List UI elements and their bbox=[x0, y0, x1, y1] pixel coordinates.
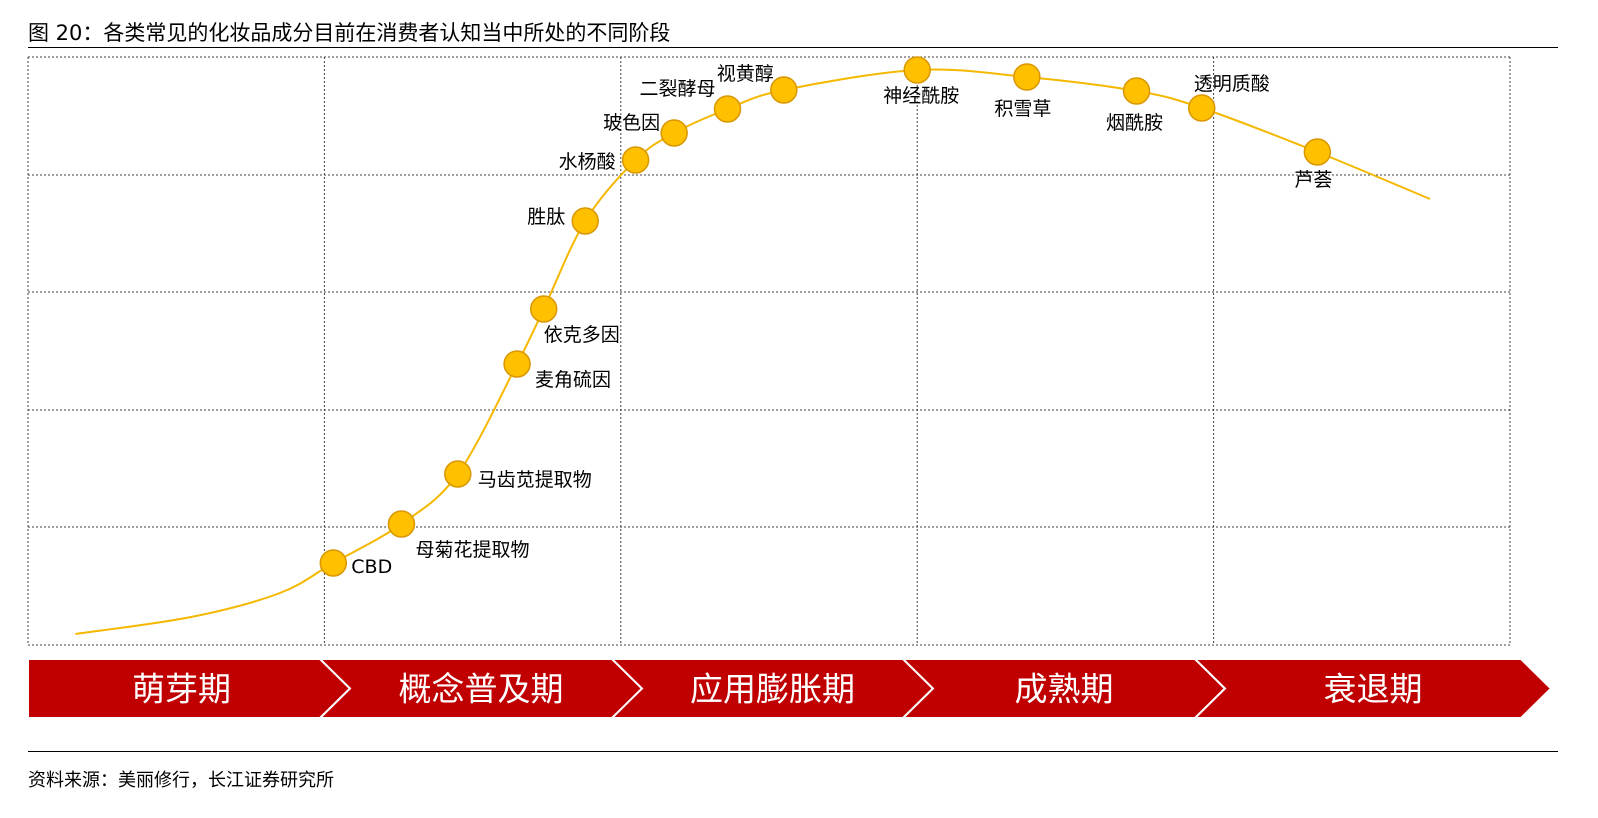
source-note: 资料来源：美丽修行，长江证券研究所 bbox=[28, 770, 334, 791]
point-marker bbox=[713, 95, 742, 123]
point-marker bbox=[529, 295, 558, 323]
point-marker bbox=[319, 549, 348, 577]
point-marker bbox=[444, 460, 472, 488]
point-label: 马齿苋提取物 bbox=[478, 469, 592, 491]
point-marker bbox=[1122, 77, 1151, 105]
point-label: 视黄醇 bbox=[717, 63, 774, 85]
point-label: 透明质酸 bbox=[1194, 73, 1270, 95]
footer-rule bbox=[28, 751, 1558, 752]
point-marker bbox=[770, 76, 798, 104]
data-point: 水杨酸 bbox=[559, 146, 650, 174]
stage-band: 萌芽期 概念普及期 应用膨胀期 成熟期 衰退期 bbox=[27, 658, 1553, 719]
stage-segment bbox=[1192, 658, 1553, 719]
stage-label: 应用膨胀期 bbox=[690, 670, 855, 709]
ingredient-points: CBD 母菊花提取物 马齿苋提取物 麦角硫因 依克多因 胜肽 水杨酸 玻色因 二裂酵母视黄醇神经… bbox=[319, 56, 1332, 578]
data-point: 透明质酸 bbox=[1187, 73, 1270, 122]
stage-label: 成熟期 bbox=[1015, 670, 1114, 709]
data-point: 玻色因 bbox=[603, 112, 688, 147]
point-marker bbox=[387, 510, 416, 538]
data-point: 积雪草 bbox=[994, 63, 1051, 120]
point-marker bbox=[1303, 138, 1332, 166]
point-label: 水杨酸 bbox=[559, 151, 616, 173]
data-point: 烟酰胺 bbox=[1106, 77, 1163, 134]
point-marker bbox=[503, 350, 531, 378]
chart-grid bbox=[27, 56, 1511, 646]
data-point: 神经酰胺 bbox=[883, 56, 959, 107]
data-point: 马齿苋提取物 bbox=[444, 460, 592, 491]
data-point: CBD bbox=[319, 549, 392, 578]
point-marker bbox=[1013, 63, 1041, 91]
title-rule bbox=[28, 47, 1558, 48]
data-point: 母菊花提取物 bbox=[387, 510, 529, 561]
adoption-curve bbox=[75, 68, 1431, 635]
point-label: 胜肽 bbox=[527, 206, 565, 228]
point-marker bbox=[621, 146, 650, 174]
data-point: 芦荟 bbox=[1294, 138, 1332, 191]
point-label: 玻色因 bbox=[603, 112, 660, 134]
point-marker bbox=[660, 119, 688, 147]
point-label: 芦荟 bbox=[1294, 169, 1332, 191]
point-label: 神经酰胺 bbox=[883, 85, 959, 107]
data-point: 视黄醇 bbox=[717, 63, 798, 104]
stage-label: 概念普及期 bbox=[399, 670, 564, 709]
stage-label: 衰退期 bbox=[1324, 670, 1423, 709]
point-label: 麦角硫因 bbox=[535, 369, 611, 391]
point-marker bbox=[571, 207, 599, 235]
stage-label: 萌芽期 bbox=[132, 670, 231, 709]
point-label: 烟酰胺 bbox=[1106, 112, 1163, 134]
point-label: 积雪草 bbox=[994, 98, 1051, 120]
point-marker bbox=[1187, 94, 1216, 122]
point-label: 母菊花提取物 bbox=[415, 539, 529, 561]
data-point: 胜肽 bbox=[527, 206, 599, 235]
data-point: 二裂酵母 bbox=[639, 78, 742, 123]
point-label: 依克多因 bbox=[544, 324, 620, 346]
point-marker bbox=[903, 56, 931, 84]
data-point: 麦角硫因 bbox=[503, 350, 611, 391]
data-point: 依克多因 bbox=[529, 295, 620, 346]
point-label: CBD bbox=[351, 556, 392, 578]
point-label: 二裂酵母 bbox=[639, 78, 715, 100]
figure-title: 图 20：各类常见的化妆品成分目前在消费者认知当中所处的不同阶段 bbox=[28, 21, 671, 45]
